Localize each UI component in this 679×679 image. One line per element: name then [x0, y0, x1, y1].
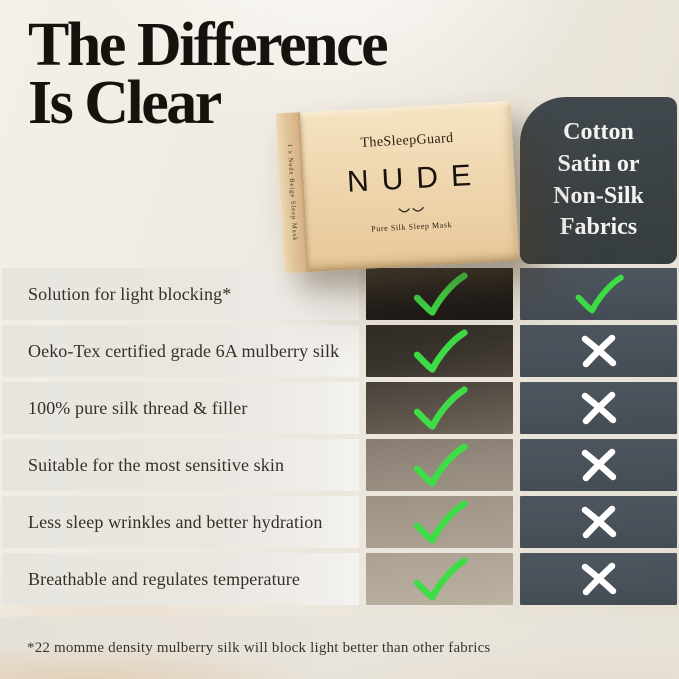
product-name: NUDE [346, 158, 485, 199]
check-icon [575, 274, 624, 314]
feature-label: Suitable for the most sensitive skin [28, 454, 285, 475]
product-result-cell [366, 382, 513, 434]
cross-icon [581, 391, 616, 425]
comparison-row: Breathable and regulates temperature [2, 553, 677, 605]
page-title-line2: Is Clear [28, 69, 222, 138]
page-title: The Difference Is Clear [28, 14, 389, 134]
check-icon [413, 329, 468, 373]
feature-label-cell: Solution for light blocking* [2, 268, 359, 320]
feature-label-cell: Less sleep wrinkles and better hydration [2, 496, 359, 548]
cross-icon [581, 334, 616, 368]
product-result-cell [366, 325, 513, 377]
cross-icon [581, 505, 616, 539]
competitor-column-header-label: Cotton Satin or Non-Silk Fabrics [553, 118, 644, 241]
competitor-result-cell [520, 553, 677, 605]
feature-label: Solution for light blocking* [28, 283, 232, 304]
footnote-text: *22 momme density mulberry silk will blo… [27, 639, 491, 656]
check-icon [413, 272, 468, 316]
cross-icon [581, 448, 616, 482]
comparison-row: Suitable for the most sensitive skin [2, 439, 677, 491]
competitor-result-cell [520, 268, 677, 320]
competitor-column-header: Cotton Satin or Non-Silk Fabrics [520, 97, 677, 264]
cross-icon [581, 562, 616, 596]
feature-label: Breathable and regulates temperature [28, 568, 300, 589]
competitor-result-cell [520, 325, 677, 377]
feature-label: Less sleep wrinkles and better hydration [28, 511, 323, 532]
comparison-row: Oeko-Tex certified grade 6A mulberry sil… [2, 325, 677, 377]
competitor-result-cell [520, 382, 677, 434]
comparison-rows: Solution for light blocking* [2, 268, 677, 610]
competitor-result-cell [520, 496, 677, 548]
page-title-line1: The Difference [28, 11, 389, 79]
comparison-row: Less sleep wrinkles and better hydration [2, 496, 677, 548]
check-icon [413, 443, 468, 487]
check-icon [413, 386, 468, 430]
product-box: 1 x Nude Beige Sleep Mask TheSleepGuard … [275, 100, 520, 274]
product-result-cell [366, 268, 513, 320]
product-result-cell [366, 553, 513, 605]
comparison-row: 100% pure silk thread & filler [2, 382, 677, 434]
feature-label-cell: Breathable and regulates temperature [2, 553, 359, 605]
product-box-spine-label: 1 x Nude Beige Sleep Mask [286, 143, 299, 242]
feature-label-cell: 100% pure silk thread & filler [2, 382, 359, 434]
product-box-front: TheSleepGuard NUDE Pure Silk Sleep Mask [299, 100, 520, 272]
competitor-result-cell [520, 439, 677, 491]
product-result-cell [366, 496, 513, 548]
check-icon [413, 500, 468, 544]
product-brand: TheSleepGuard [360, 130, 454, 151]
feature-label: 100% pure silk thread & filler [28, 397, 248, 418]
check-icon [413, 557, 468, 601]
product-subtitle: Pure Silk Sleep Mask [370, 220, 453, 234]
feature-label: Oeko-Tex certified grade 6A mulberry sil… [28, 340, 340, 361]
footnote-bar: *22 momme density mulberry silk will blo… [0, 617, 679, 679]
product-result-cell [366, 439, 513, 491]
feature-label-cell: Oeko-Tex certified grade 6A mulberry sil… [2, 325, 359, 377]
feature-label-cell: Suitable for the most sensitive skin [2, 439, 359, 491]
closed-eyes-icon [305, 200, 516, 221]
comparison-row: Solution for light blocking* [2, 268, 677, 320]
